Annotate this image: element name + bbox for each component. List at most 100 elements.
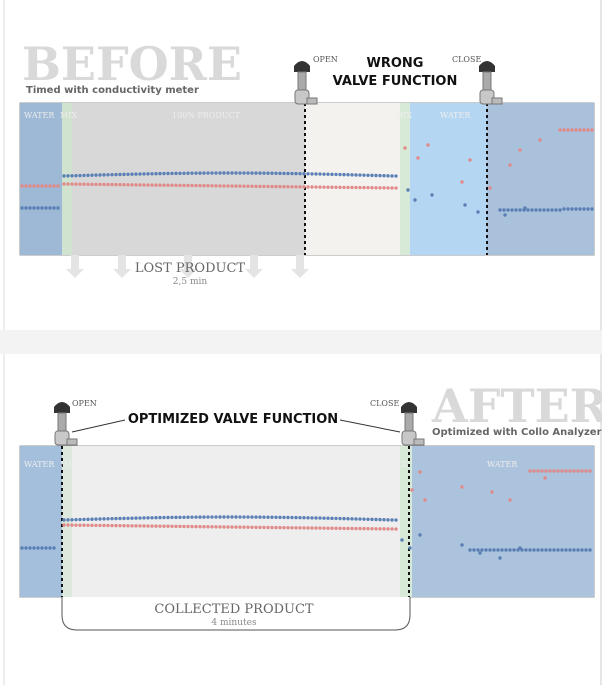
trace-dot: [270, 526, 273, 529]
trace-dot: [174, 525, 177, 528]
trace-dot: [302, 172, 305, 175]
trace-dot: [358, 186, 361, 189]
trace-dot: [182, 516, 185, 519]
trace-dot: [86, 518, 89, 521]
trace-dot: [478, 551, 481, 554]
trace-dot: [246, 526, 249, 529]
trace-dot: [322, 185, 325, 188]
trace-dot: [298, 516, 301, 519]
trace-dot: [150, 183, 153, 186]
trace-dot: [330, 173, 333, 176]
duration-label: 4 minutes: [211, 618, 257, 628]
trace-dot: [170, 172, 173, 175]
trace-dot: [538, 208, 541, 211]
trace-dot: [182, 525, 185, 528]
trace-dot: [498, 208, 501, 211]
trace-dot: [584, 469, 587, 472]
trace-dot: [580, 548, 583, 551]
trace-dot: [166, 184, 169, 187]
trace-dot: [298, 185, 301, 188]
trace-dot: [588, 548, 591, 551]
trace-dot: [218, 515, 221, 518]
trace-dot: [202, 171, 205, 174]
trace-dot: [254, 526, 257, 529]
trace-dot: [170, 525, 173, 528]
trace-dot: [354, 527, 357, 530]
trace-dot: [586, 207, 589, 210]
trace-dot: [222, 184, 225, 187]
trace-dot: [98, 524, 101, 527]
trace-dot: [310, 185, 313, 188]
trace-dot: [48, 546, 51, 549]
trace-dot: [548, 548, 551, 551]
trace-dot: [342, 517, 345, 520]
trace-dot: [282, 526, 285, 529]
trace-dot: [350, 517, 353, 520]
trace-dot: [484, 548, 487, 551]
trace-dot: [306, 185, 309, 188]
trace-dot: [534, 208, 537, 211]
trace-dot: [110, 524, 113, 527]
trace-dot: [362, 527, 365, 530]
trace-dot: [154, 172, 157, 175]
trace-dot: [138, 183, 141, 186]
trace-dot: [544, 548, 547, 551]
trace-dot: [194, 515, 197, 518]
trace-dot: [218, 184, 221, 187]
trace-dot: [150, 524, 153, 527]
trace-dot: [378, 174, 381, 177]
zone-label: MIX: [395, 111, 412, 120]
trace-dot: [322, 516, 325, 519]
trace-dot: [354, 186, 357, 189]
trace-dot: [150, 172, 153, 175]
trace-dot: [558, 128, 561, 131]
trace-dot: [536, 548, 539, 551]
trace-dot: [306, 526, 309, 529]
trace-dot: [463, 203, 466, 206]
trace-dot: [198, 525, 201, 528]
trace-dot: [578, 128, 581, 131]
trace-dot: [258, 171, 261, 174]
trace-dot: [540, 548, 543, 551]
trace-dot: [234, 171, 237, 174]
trace-dot: [24, 546, 27, 549]
trace-dot: [408, 546, 411, 549]
trace-dot: [198, 515, 201, 518]
trace-dot: [48, 206, 51, 209]
trace-dot: [214, 184, 217, 187]
trace-dot: [186, 525, 189, 528]
trace-dot: [418, 533, 421, 536]
trace-dot: [370, 518, 373, 521]
trace-dot: [498, 556, 501, 559]
trace-dot: [48, 184, 51, 187]
separator: [0, 330, 602, 354]
trace-dot: [62, 523, 65, 526]
trace-dot: [326, 173, 329, 176]
callout: VALVE FUNCTION: [333, 74, 458, 89]
trace-dot: [130, 183, 133, 186]
zone-label: MIX: [60, 111, 77, 120]
trace-dot: [370, 527, 373, 530]
trace-dot: [40, 184, 43, 187]
trace-dot: [574, 207, 577, 210]
trace-dot: [98, 173, 101, 176]
trace-dot: [374, 186, 377, 189]
trace-dot: [44, 546, 47, 549]
trace-dot: [114, 183, 117, 186]
trace-dot: [346, 527, 349, 530]
trace-dot: [122, 183, 125, 186]
trace-dot: [526, 208, 529, 211]
trace-dot: [503, 213, 506, 216]
trace-dot: [378, 186, 381, 189]
trace-dot: [270, 185, 273, 188]
trace-dot: [322, 172, 325, 175]
trace-dot: [506, 208, 509, 211]
trace-dot: [32, 184, 35, 187]
valve-body: [483, 72, 491, 90]
trace-dot: [310, 516, 313, 519]
trace-dot: [218, 171, 221, 174]
trace-dot: [138, 524, 141, 527]
trace-dot: [294, 516, 297, 519]
trace-dot: [278, 516, 281, 519]
trace-dot: [354, 173, 357, 176]
